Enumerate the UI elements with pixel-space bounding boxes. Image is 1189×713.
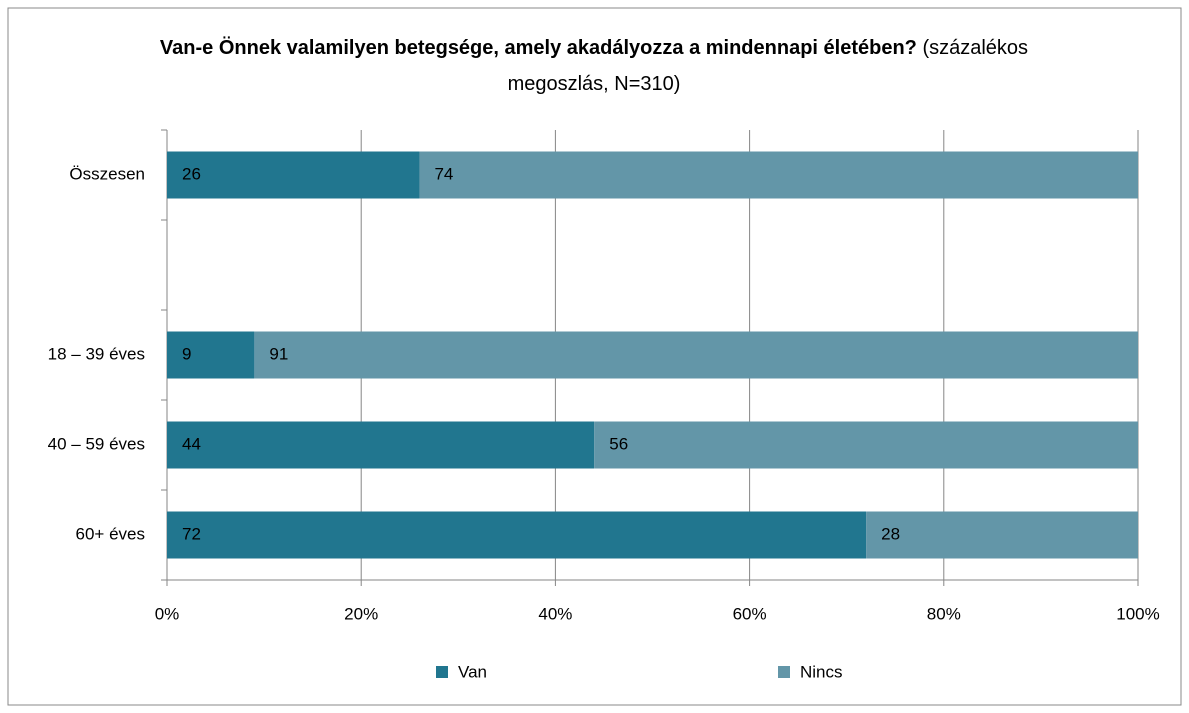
bar-segment	[254, 331, 1138, 379]
bar-segment	[419, 151, 1139, 199]
bar-segment	[167, 331, 255, 379]
bar-segment	[594, 421, 1138, 469]
bar-segment	[866, 511, 1138, 559]
x-tick-label: 60%	[733, 604, 767, 623]
chart-title-block: Van-e Önnek valamilyen betegsége, amely …	[159, 30, 1029, 102]
y-tick-label: 18 – 39 éves	[48, 344, 145, 363]
data-label: 26	[182, 164, 201, 183]
legend-swatch	[436, 666, 448, 678]
x-tick-label: 100%	[1116, 604, 1159, 623]
data-label: 91	[269, 344, 288, 363]
legend-label: Nincs	[800, 662, 843, 681]
chart-subtitle: (százalékos megoszlás, N=310)	[507, 37, 1029, 95]
data-label: 9	[182, 344, 191, 363]
y-tick-label: Összesen	[69, 164, 145, 183]
x-tick-label: 40%	[538, 604, 572, 623]
x-tick-label: 20%	[344, 604, 378, 623]
data-label: 72	[182, 524, 201, 543]
data-label: 56	[609, 434, 628, 453]
x-tick-label: 80%	[927, 604, 961, 623]
bar-segment	[167, 511, 867, 559]
chart-title: Van-e Önnek valamilyen betegsége, amely …	[159, 37, 917, 59]
legend-label: Van	[458, 662, 487, 681]
data-label: 74	[434, 164, 453, 183]
y-tick-label: 60+ éves	[76, 524, 145, 543]
data-label: 28	[881, 524, 900, 543]
bar-segment	[167, 421, 595, 469]
y-tick-label: 40 – 59 éves	[48, 434, 145, 453]
legend-swatch	[778, 666, 790, 678]
data-label: 44	[182, 434, 201, 453]
x-tick-label: 0%	[155, 604, 180, 623]
bar-segment	[167, 151, 420, 199]
